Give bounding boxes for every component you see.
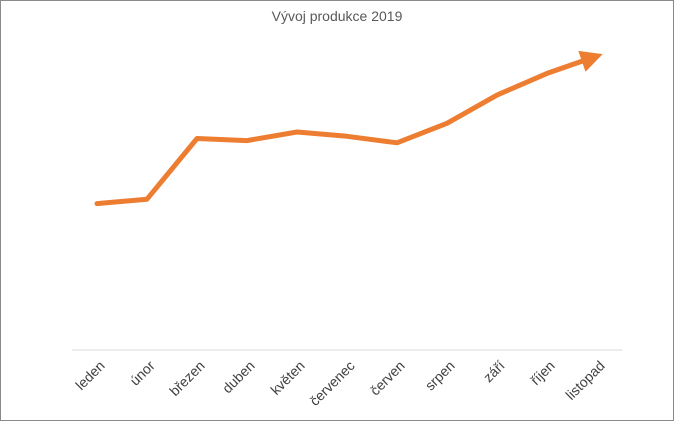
series-layer (94, 50, 603, 207)
series-line (94, 53, 600, 207)
x-tick-label: květen (267, 357, 307, 397)
x-tick-label: září (480, 357, 508, 385)
x-tick-label: červen (367, 357, 408, 398)
x-tick-label: srpen (422, 357, 458, 393)
x-tick-label: listopad (562, 357, 607, 402)
x-tick-label: duben (219, 357, 258, 396)
x-tick-label: říjen (527, 357, 558, 388)
x-tick-label: červenec (306, 357, 357, 408)
x-tick-label: březen (166, 357, 208, 399)
chart-title: Vývoj produkce 2019 (271, 8, 403, 24)
x-tick-label: únor (127, 357, 158, 388)
x-tick-label: leden (72, 357, 108, 393)
line-end-arrow (578, 50, 603, 72)
